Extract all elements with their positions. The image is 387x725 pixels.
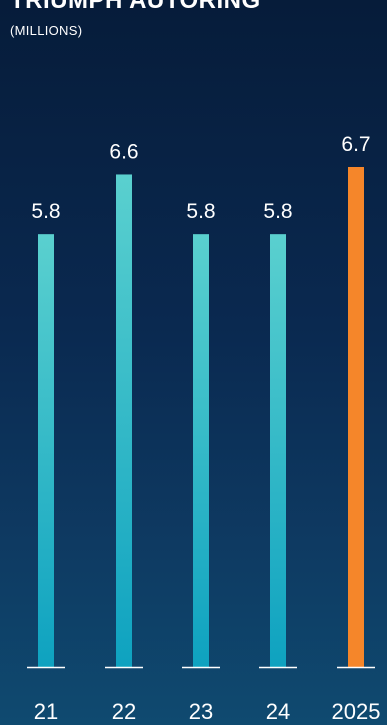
chart-subtitle: (MILLIONS) <box>10 23 83 38</box>
tick-label-24: 24 <box>266 699 290 724</box>
bar-22 <box>116 174 132 667</box>
value-label-24: 5.8 <box>263 200 292 223</box>
tick-label-22: 22 <box>112 699 136 724</box>
tick-label-23: 23 <box>189 699 213 724</box>
chart-title: TRIUMPH AUTORING <box>10 0 261 14</box>
bar-24 <box>270 234 286 667</box>
bar-23 <box>193 234 209 667</box>
value-label-23: 5.8 <box>186 200 215 223</box>
value-label-2025: 6.7 <box>341 133 370 156</box>
bar-2025 <box>348 167 364 667</box>
value-label-21: 5.8 <box>31 200 60 223</box>
value-label-22: 6.6 <box>109 140 138 163</box>
tick-label-21: 21 <box>34 699 58 724</box>
bar-21 <box>38 234 54 667</box>
tick-label-2025: 2025 <box>332 699 381 724</box>
